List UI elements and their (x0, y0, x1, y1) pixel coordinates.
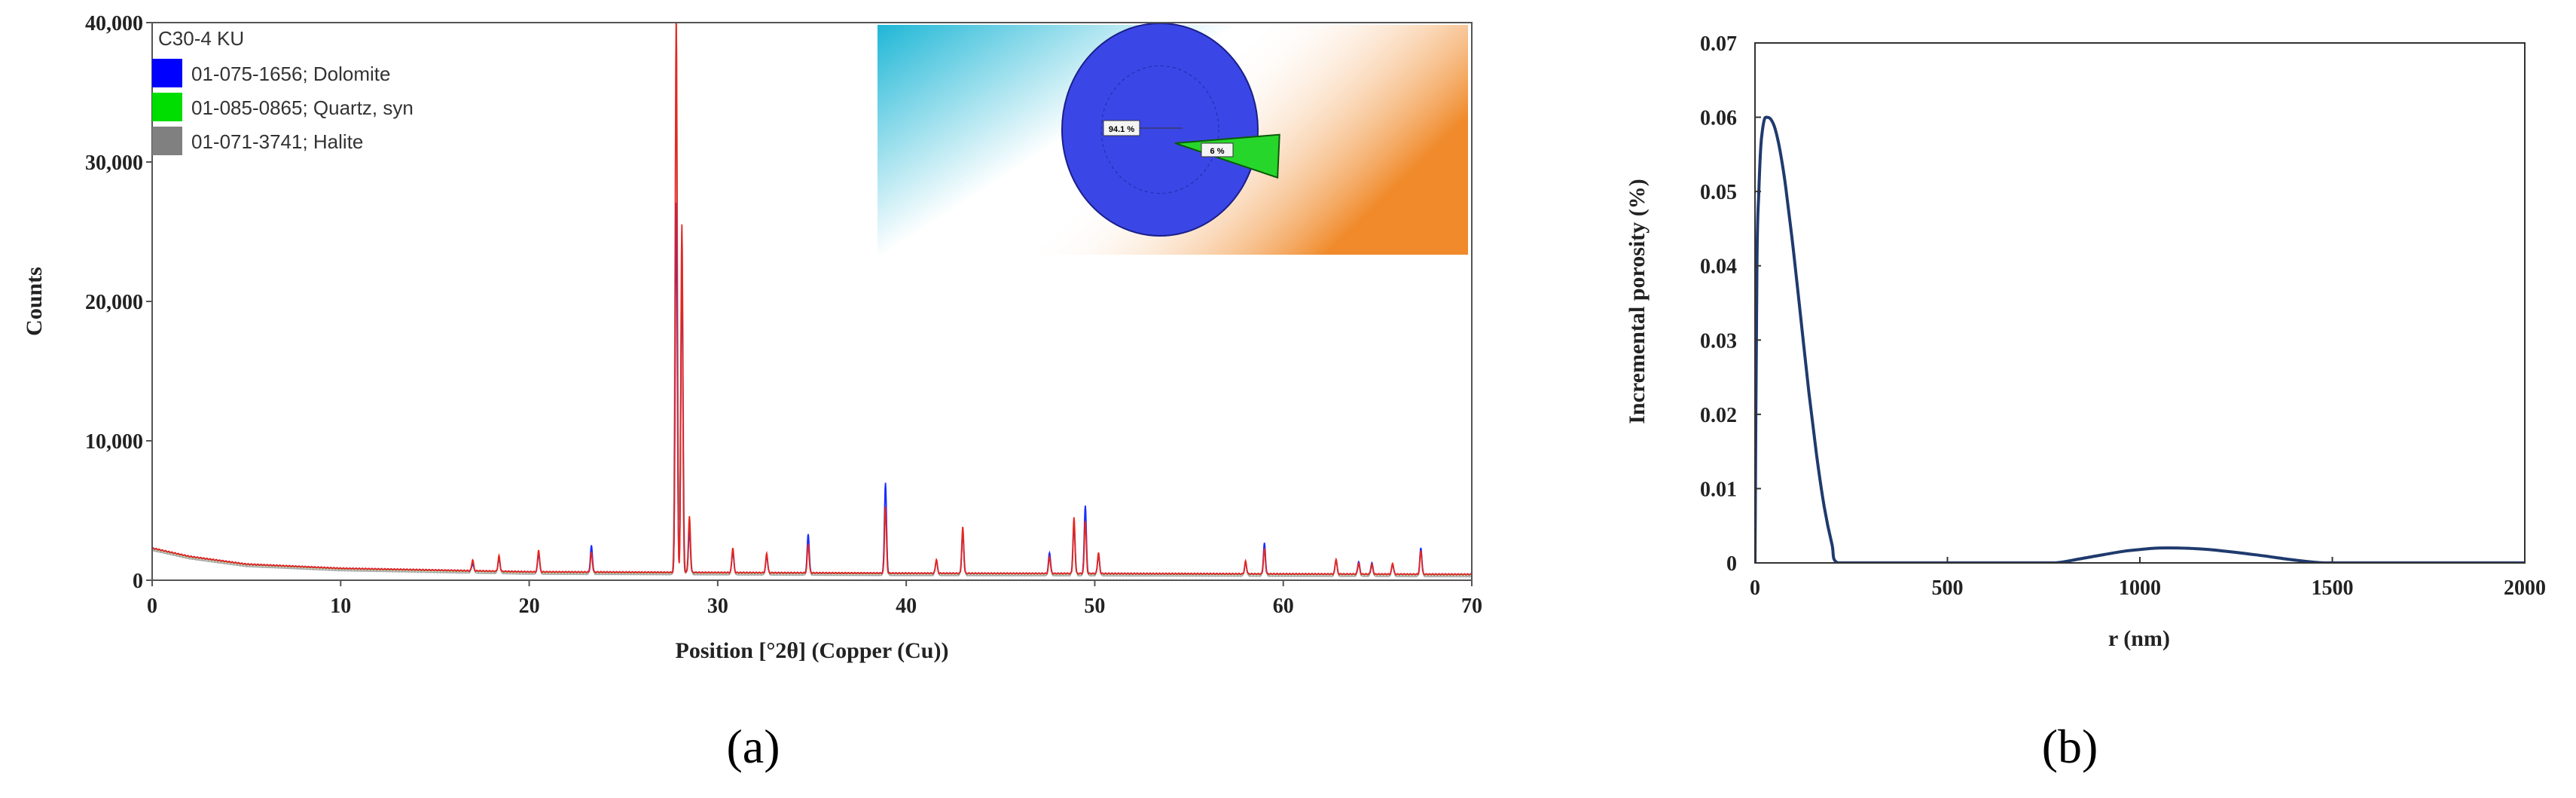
y-axis-title-a: Counts (22, 267, 47, 336)
y-tick-label-b: 0.03 (1700, 329, 1737, 353)
x-tick-label-b: 0 (1750, 576, 1760, 600)
x-tick-label-a: 60 (1273, 595, 1294, 618)
y-tick-label-b: 0.07 (1700, 32, 1737, 56)
x-tick-label-b: 2000 (2504, 576, 2546, 600)
x-tick-label-a: 70 (1461, 595, 1482, 618)
pie-slice-dolomite (1061, 23, 1259, 237)
x-tick-label-a: 0 (147, 595, 157, 618)
pie-label-quartz: 6 % (1210, 147, 1225, 156)
y-tick-label-b: 0.01 (1700, 478, 1737, 501)
y-tick-label-b: 0.02 (1700, 404, 1737, 427)
legend-label: 01-085-0865; Quartz, syn (191, 96, 414, 119)
x-axis-title-a: Position [°2θ] (Copper (Cu)) (676, 638, 949, 663)
x-tick-label-b: 500 (1932, 576, 1964, 600)
pie-guide-ring (1100, 65, 1219, 194)
panel-label-b: (b) (2042, 720, 2098, 773)
x-tick-label-a: 30 (707, 595, 728, 618)
panel-label-a: (a) (726, 720, 780, 773)
xrd-chart: 94.1 % 6 % 0 10 20 30 40 50 60 70 0 10,000 20,000 30… (22, 12, 1482, 773)
y-axis-title-b: Incremental porosity (%) (1625, 179, 1650, 424)
y-tick-label-a: 30,000 (85, 151, 143, 175)
legend-swatch (152, 127, 182, 155)
x-tick-label-b: 1500 (2312, 576, 2354, 600)
legend-label: 01-075-1656; Dolomite (191, 63, 391, 85)
y-tick-label-b: 0.04 (1700, 255, 1737, 279)
y-tick-label-b: 0.05 (1700, 181, 1737, 204)
x-tick-label-a: 20 (519, 595, 540, 618)
x-tick-label-b: 1000 (2119, 576, 2161, 600)
legend-title: C30-4 KU (158, 27, 244, 50)
legend-swatch (152, 93, 182, 121)
porosity-line (1755, 115, 2525, 563)
y-tick-label-a: 0 (133, 570, 143, 593)
pie-label-dolomite: 94.1 % (1109, 125, 1134, 134)
halite-trace (152, 23, 1472, 578)
plot-frame-b (1754, 42, 2526, 564)
legend: C30-4 KU 01-075-1656; Dolomite 01-085-0865… (152, 27, 414, 155)
x-tick-label-a: 50 (1084, 595, 1105, 618)
legend-label: 01-071-3741; Halite (191, 130, 363, 153)
x-axis-title-b: r (nm) (2108, 626, 2170, 651)
y-tick-label-a: 10,000 (85, 430, 143, 454)
legend-swatch (152, 59, 182, 87)
y-tick-label-b: 0 (1726, 552, 1737, 576)
quartz-trace (152, 203, 1472, 576)
dolomite-trace (152, 203, 1472, 576)
porosity-chart: 0 500 1000 1500 2000 0 0.01 0.02 0.03 0.04 0.05 0.0… (1625, 32, 2546, 773)
x-tick-label-a: 40 (896, 595, 917, 618)
y-tick-label-b: 0.06 (1700, 107, 1737, 130)
y-tick-label-a: 40,000 (85, 12, 143, 35)
y-tick-label-a: 20,000 (85, 291, 143, 314)
x-tick-label-a: 10 (330, 595, 351, 618)
pie-label-box (1201, 142, 1234, 157)
mineral-pie-inset: 94.1 % 6 % (877, 23, 1468, 255)
measured-trace (152, 23, 1472, 576)
